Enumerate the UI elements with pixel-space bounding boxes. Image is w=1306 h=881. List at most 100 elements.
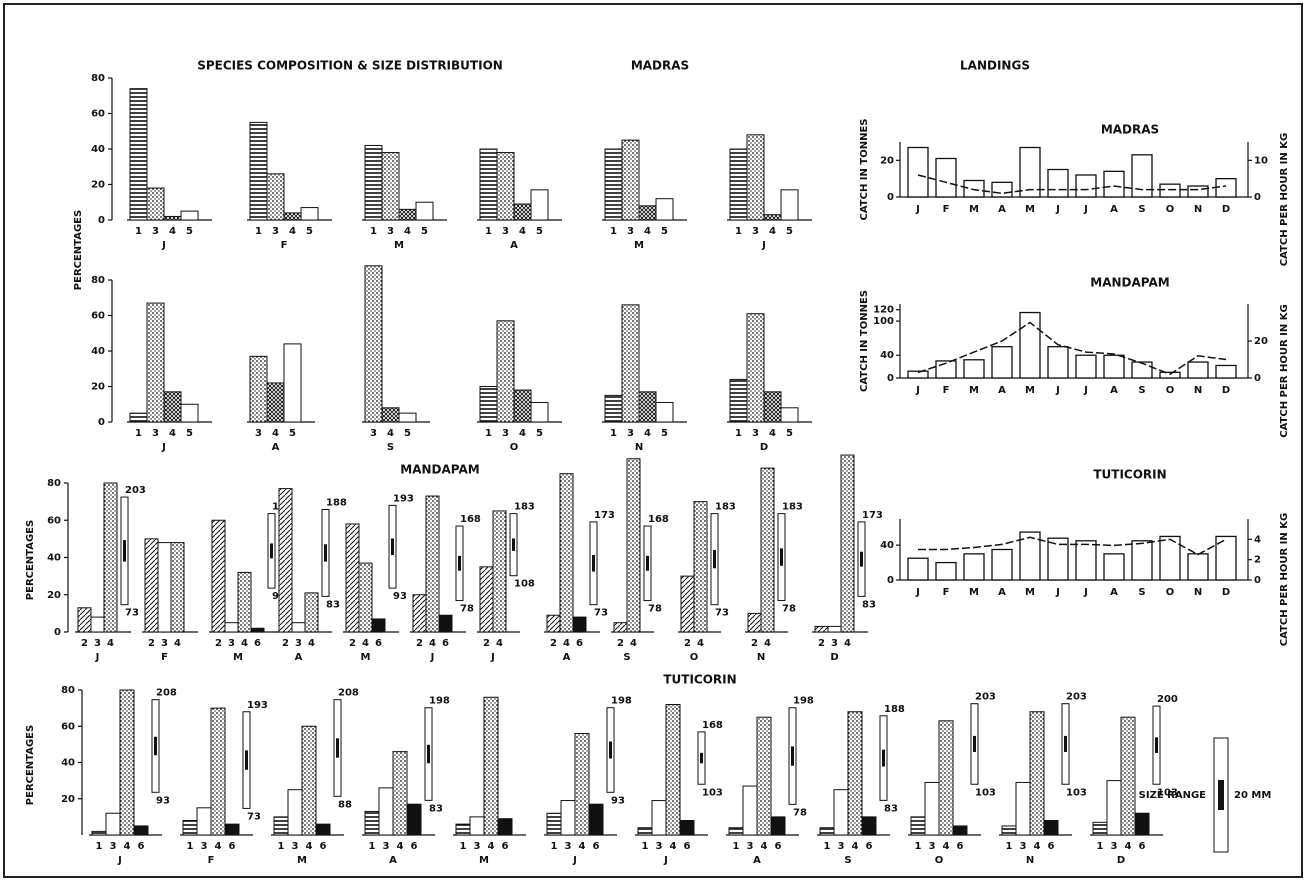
x-tick-label: 5 <box>536 428 543 439</box>
bar <box>224 823 240 836</box>
bar <box>249 355 268 423</box>
bar <box>747 612 762 633</box>
x-tick-label: 1 <box>1097 841 1104 852</box>
bar <box>479 566 494 633</box>
x-tick-label: 4 <box>769 226 776 237</box>
section-ylabel: PERCENTAGES <box>25 725 36 805</box>
bar <box>833 789 849 836</box>
x-tick-label: 5 <box>536 226 543 237</box>
size-range-max: 168 <box>648 514 669 525</box>
x-tick-label: A <box>1110 587 1118 598</box>
x-tick-label: 4 <box>404 226 411 237</box>
x-tick-label: J <box>915 385 920 396</box>
bar <box>1043 820 1059 836</box>
y-tick-label: 0 <box>887 373 894 384</box>
bar <box>345 523 360 633</box>
x-tick-label: 1 <box>610 226 617 237</box>
month-label: F <box>281 240 288 251</box>
bar <box>963 179 985 198</box>
x-tick-label: 4 <box>844 638 851 649</box>
x-tick-label: S <box>1138 204 1145 215</box>
bar <box>301 725 317 836</box>
bar <box>1029 711 1045 836</box>
month-label: A <box>295 652 303 663</box>
y-tick-label: 40 <box>91 144 105 155</box>
bar <box>146 302 165 423</box>
y-tick-label: 40 <box>880 350 894 361</box>
size-range-max: 203 <box>1066 692 1087 703</box>
size-range-core <box>700 752 703 764</box>
x-tick-label: 3 <box>255 428 262 439</box>
x-tick-label: J <box>1055 587 1060 598</box>
size-range-core <box>646 555 649 571</box>
landings-title: MADRAS <box>1101 123 1159 137</box>
x-tick-label: 3 <box>747 841 754 852</box>
bar <box>1134 812 1150 836</box>
bar <box>1187 185 1209 198</box>
bar <box>559 473 574 633</box>
bar <box>129 412 148 423</box>
y-tick-label: 60 <box>91 311 105 322</box>
bar <box>991 181 1013 198</box>
x-tick-label: 2 <box>349 638 356 649</box>
x-tick-label: M <box>969 204 979 215</box>
bar <box>249 121 268 221</box>
bar <box>196 807 212 836</box>
size-range-min: 78 <box>460 604 474 615</box>
bar <box>180 210 199 221</box>
month-label: S <box>387 442 394 453</box>
x-tick-label: 4 <box>308 638 315 649</box>
x-tick-label: 4 <box>174 638 181 649</box>
x-tick-label: F <box>943 204 950 215</box>
y-axis-label: CATCH IN TONNES <box>859 119 870 221</box>
x-tick-label: 1 <box>187 841 194 852</box>
bar <box>1103 170 1125 198</box>
size-range-core <box>1155 737 1158 753</box>
x-tick-label: 6 <box>375 638 382 649</box>
month-label: M <box>297 855 307 866</box>
size-range-min: 93 <box>393 591 407 602</box>
bar <box>847 711 863 836</box>
x-tick-label: O <box>1166 204 1175 215</box>
size-range-max: 168 <box>460 514 481 525</box>
month-label: M <box>394 240 404 251</box>
x-tick-label: M <box>1025 204 1035 215</box>
x-tick-label: 3 <box>838 841 845 852</box>
x-tick-label: 3 <box>387 226 394 237</box>
size-range-min: 78 <box>782 604 796 615</box>
bar <box>157 542 172 633</box>
y-tick-label: 0 <box>887 192 894 203</box>
bar <box>492 510 507 633</box>
y-tick-label: 60 <box>91 109 105 120</box>
bar <box>144 538 159 633</box>
size-range-max: 193 <box>393 493 414 504</box>
bar <box>1015 781 1031 836</box>
figure-title: SPECIES COMPOSITION & SIZE DISTRIBUTION <box>197 59 503 73</box>
y-tick-label: 0 <box>887 575 894 586</box>
bar <box>224 622 239 633</box>
x-tick-label: 3 <box>94 638 101 649</box>
x-tick-label: 3 <box>627 226 634 237</box>
size-range-core <box>270 543 273 559</box>
month-label: J <box>761 240 766 251</box>
x-tick-label: 4 <box>761 841 768 852</box>
size-range-core <box>713 550 716 569</box>
bar <box>613 622 628 633</box>
bar <box>1159 183 1181 198</box>
x-tick-label: 3 <box>228 638 235 649</box>
size-range-max: 198 <box>611 696 632 707</box>
x-tick-label: 2 <box>751 638 758 649</box>
landings-title: LANDINGS <box>960 59 1030 73</box>
x-tick-label: 3 <box>152 226 159 237</box>
bar <box>840 454 855 633</box>
bar <box>626 458 641 633</box>
y-axis-label: CATCH IN TONNES <box>859 290 870 392</box>
bar <box>655 401 674 423</box>
x-tick-label: N <box>1194 587 1202 598</box>
bar <box>746 134 765 221</box>
x-tick-label: 3 <box>110 841 117 852</box>
x-tick-label: 2 <box>483 638 490 649</box>
x-tick-label: 3 <box>201 841 208 852</box>
x-tick-label: 4 <box>306 841 313 852</box>
